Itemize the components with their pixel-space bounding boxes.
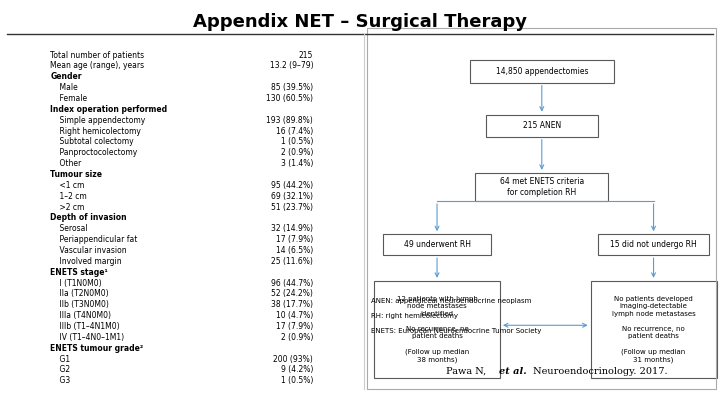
Text: Panproctocolectomy: Panproctocolectomy bbox=[50, 148, 138, 157]
Text: Female: Female bbox=[50, 94, 88, 103]
Text: et al.: et al. bbox=[499, 367, 526, 375]
Text: 52 (24.2%): 52 (24.2%) bbox=[271, 290, 313, 298]
Text: Neuroendocrinology. 2017.: Neuroendocrinology. 2017. bbox=[530, 367, 667, 375]
Text: 85 (39.5%): 85 (39.5%) bbox=[271, 83, 313, 92]
Text: ENETS stage¹: ENETS stage¹ bbox=[50, 268, 108, 277]
Text: 38 (17.7%): 38 (17.7%) bbox=[271, 300, 313, 309]
Text: 215 ANEN: 215 ANEN bbox=[523, 121, 561, 130]
Text: Appendix NET – Surgical Therapy: Appendix NET – Surgical Therapy bbox=[193, 13, 527, 31]
Text: Male: Male bbox=[50, 83, 78, 92]
Text: Other: Other bbox=[50, 159, 81, 168]
Text: I (T1N0M0): I (T1N0M0) bbox=[50, 279, 102, 288]
Text: 9 (4.2%): 9 (4.2%) bbox=[281, 365, 313, 374]
Text: 14 (6.5%): 14 (6.5%) bbox=[276, 246, 313, 255]
Text: 215: 215 bbox=[299, 51, 313, 60]
Text: 1 (0.5%): 1 (0.5%) bbox=[281, 137, 313, 147]
Text: ENETS: European Neuroendocrine Tumor Society: ENETS: European Neuroendocrine Tumor Soc… bbox=[371, 328, 541, 335]
Text: Vascular invasion: Vascular invasion bbox=[50, 246, 127, 255]
Text: IIa (T2N0M0): IIa (T2N0M0) bbox=[50, 290, 109, 298]
FancyBboxPatch shape bbox=[598, 234, 709, 255]
FancyBboxPatch shape bbox=[475, 173, 608, 201]
Text: Depth of invasion: Depth of invasion bbox=[50, 213, 127, 222]
Text: IV (T1–4N0–1M1): IV (T1–4N0–1M1) bbox=[50, 333, 125, 342]
Text: No patients developed
imaging-detectable
lymph node metastases

No recurrence, n: No patients developed imaging-detectable… bbox=[612, 296, 696, 363]
FancyBboxPatch shape bbox=[469, 60, 614, 83]
Text: 193 (89.8%): 193 (89.8%) bbox=[266, 116, 313, 125]
Text: 2 (0.9%): 2 (0.9%) bbox=[281, 148, 313, 157]
Text: 10 (4.7%): 10 (4.7%) bbox=[276, 311, 313, 320]
Text: >2 cm: >2 cm bbox=[50, 202, 85, 211]
Text: Gender: Gender bbox=[50, 72, 82, 81]
Text: 16 (7.4%): 16 (7.4%) bbox=[276, 127, 313, 136]
Text: 13.2 (9–79): 13.2 (9–79) bbox=[269, 62, 313, 70]
Text: 200 (93%): 200 (93%) bbox=[274, 354, 313, 364]
Text: Total number of patients: Total number of patients bbox=[50, 51, 145, 60]
FancyBboxPatch shape bbox=[590, 281, 716, 378]
Text: Index operation performed: Index operation performed bbox=[50, 105, 168, 114]
Text: 51 (23.7%): 51 (23.7%) bbox=[271, 202, 313, 211]
Text: IIIb (T1–4N1M0): IIIb (T1–4N1M0) bbox=[50, 322, 120, 331]
Text: 17 (7.9%): 17 (7.9%) bbox=[276, 235, 313, 244]
Text: 15 did not undergo RH: 15 did not undergo RH bbox=[610, 240, 697, 249]
Text: 2 (0.9%): 2 (0.9%) bbox=[281, 333, 313, 342]
Text: 96 (44.7%): 96 (44.7%) bbox=[271, 279, 313, 288]
Text: Tumour size: Tumour size bbox=[50, 170, 102, 179]
Text: ENETS tumour grade²: ENETS tumour grade² bbox=[50, 344, 144, 353]
Text: 69 (32.1%): 69 (32.1%) bbox=[271, 192, 313, 201]
Text: 14,850 appendectomies: 14,850 appendectomies bbox=[495, 67, 588, 76]
Text: IIIa (T4N0M0): IIIa (T4N0M0) bbox=[50, 311, 112, 320]
Text: G1: G1 bbox=[50, 354, 71, 364]
Text: Pawa N,: Pawa N, bbox=[446, 367, 490, 375]
Text: Simple appendectomy: Simple appendectomy bbox=[50, 116, 145, 125]
Text: 95 (44.2%): 95 (44.2%) bbox=[271, 181, 313, 190]
Text: 1 (0.5%): 1 (0.5%) bbox=[281, 376, 313, 385]
Text: RH: right hemicolectomy: RH: right hemicolectomy bbox=[371, 313, 458, 319]
Text: G2: G2 bbox=[50, 365, 71, 374]
Text: 32 (14.9%): 32 (14.9%) bbox=[271, 224, 313, 233]
Text: IIb (T3N0M0): IIb (T3N0M0) bbox=[50, 300, 109, 309]
Text: 130 (60.5%): 130 (60.5%) bbox=[266, 94, 313, 103]
Text: Subtotal colectomy: Subtotal colectomy bbox=[50, 137, 134, 147]
FancyBboxPatch shape bbox=[374, 281, 500, 378]
Text: ANEN: appendiceal neuroendocrine neoplasm: ANEN: appendiceal neuroendocrine neoplas… bbox=[371, 298, 531, 304]
Text: Mean age (range), years: Mean age (range), years bbox=[50, 62, 145, 70]
Text: Right hemicolectomy: Right hemicolectomy bbox=[50, 127, 141, 136]
FancyBboxPatch shape bbox=[383, 234, 491, 255]
Text: 1–2 cm: 1–2 cm bbox=[50, 192, 87, 201]
Text: Involved margin: Involved margin bbox=[50, 257, 122, 266]
Text: Serosal: Serosal bbox=[50, 224, 88, 233]
FancyBboxPatch shape bbox=[486, 115, 598, 137]
Text: Periappendicular fat: Periappendicular fat bbox=[50, 235, 138, 244]
Text: 3 (1.4%): 3 (1.4%) bbox=[281, 159, 313, 168]
Text: 25 (11.6%): 25 (11.6%) bbox=[271, 257, 313, 266]
Text: <1 cm: <1 cm bbox=[50, 181, 85, 190]
Text: 12 patients with lymph
node metastases
identified

No recurrence, no
patient dea: 12 patients with lymph node metastases i… bbox=[397, 296, 477, 363]
Text: 64 met ENETS criteria
for completion RH: 64 met ENETS criteria for completion RH bbox=[500, 177, 584, 197]
Text: 49 underwent RH: 49 underwent RH bbox=[403, 240, 471, 249]
Text: 17 (7.9%): 17 (7.9%) bbox=[276, 322, 313, 331]
Text: G3: G3 bbox=[50, 376, 71, 385]
